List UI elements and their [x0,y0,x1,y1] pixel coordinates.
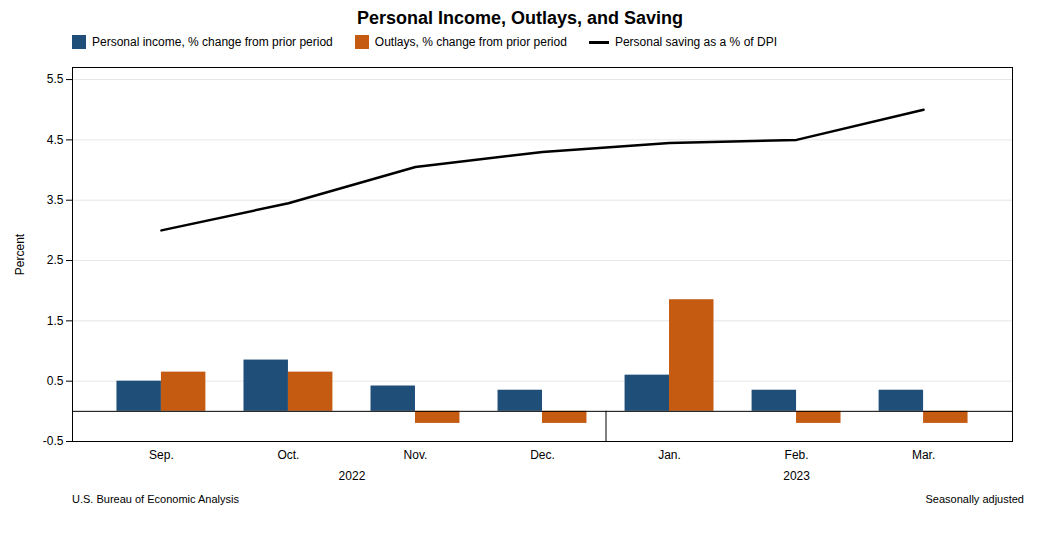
svg-text:Jan.: Jan. [658,448,681,462]
svg-text:Percent: Percent [13,233,27,275]
html-text:Personal Income, Outlays, and: Personal Income, Outlays, and Saving [356,8,683,28]
svg-text:Sep.: Sep. [149,448,174,462]
svg-text:Feb.: Feb. [785,448,809,462]
html-text:Personal income, % change from: Personal income, % change from prior per… [92,35,333,49]
svg-text:Nov.: Nov. [404,448,428,462]
html-text:U.S. Bureau of Economic Analys: U.S. Bureau of Economic Analysis [72,493,239,505]
svg-text:Dec.: Dec. [530,448,555,462]
html-text:Outlays, % change from prior p: Outlays, % change from prior period [374,35,567,49]
html-text:Personal saving as a % of DPI: Personal saving as a % of DPI [614,35,777,49]
svg-text:4.5: 4.5 [47,133,64,147]
svg-text:3.5: 3.5 [47,193,64,207]
svg-text:5.5: 5.5 [47,72,64,86]
html-text:Seasonally adjusted: Seasonally adjusted [925,493,1024,505]
svg-text:Oct.: Oct. [277,448,299,462]
svg-text:0.5: 0.5 [47,374,64,388]
svg-text:-0.5: -0.5 [43,434,64,448]
svg-text:2023: 2023 [783,469,810,483]
svg-text:2.5: 2.5 [47,253,64,267]
svg-text:Mar.: Mar. [912,448,935,462]
svg-text:2022: 2022 [339,469,366,483]
svg-text:1.5: 1.5 [47,314,64,328]
